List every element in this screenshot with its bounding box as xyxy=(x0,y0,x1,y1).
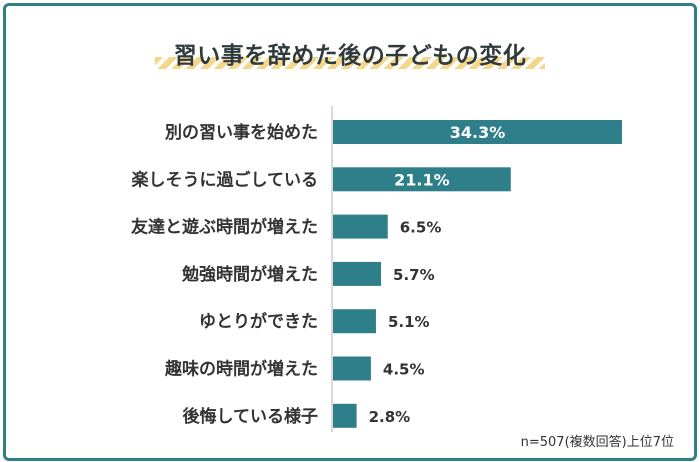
value-label-6: 2.8% xyxy=(369,408,411,426)
category-axis-line xyxy=(331,106,333,432)
value-label-3: 5.7% xyxy=(393,266,435,284)
category-label-2: 友達と遊ぶ時間が増えた xyxy=(131,217,318,238)
title-container: 習い事を辞めた後の子どもの変化 xyxy=(0,36,700,70)
category-label-1: 楽しそうに過ごしている xyxy=(132,169,319,190)
bar-1 xyxy=(333,167,511,192)
value-label-2: 6.5% xyxy=(400,219,442,237)
chart-title: 習い事を辞めた後の子どもの変化 xyxy=(173,43,527,69)
value-label-0: 34.3% xyxy=(450,123,506,142)
category-label-6: 後悔している様子 xyxy=(183,406,319,427)
bar-5 xyxy=(333,356,371,381)
bar-4 xyxy=(333,309,376,334)
category-label-5: 趣味の時間が増えた xyxy=(164,359,318,380)
bar-0 xyxy=(333,120,622,144)
bar-2 xyxy=(333,214,388,239)
title-underline-decoration xyxy=(155,57,545,69)
bar-6 xyxy=(333,403,357,428)
value-label-5: 4.5% xyxy=(383,361,425,379)
value-label-4: 5.1% xyxy=(388,313,430,331)
sample-note: n=507(複数回答)上位7位 xyxy=(520,435,674,450)
value-label-1: 21.1% xyxy=(394,170,450,189)
category-label-3: 勉強時間が増えた xyxy=(181,264,318,285)
category-label-4: ゆとりができた xyxy=(199,311,318,332)
category-label-0: 別の習い事を始めた xyxy=(164,122,318,143)
bar-3 xyxy=(333,261,382,286)
